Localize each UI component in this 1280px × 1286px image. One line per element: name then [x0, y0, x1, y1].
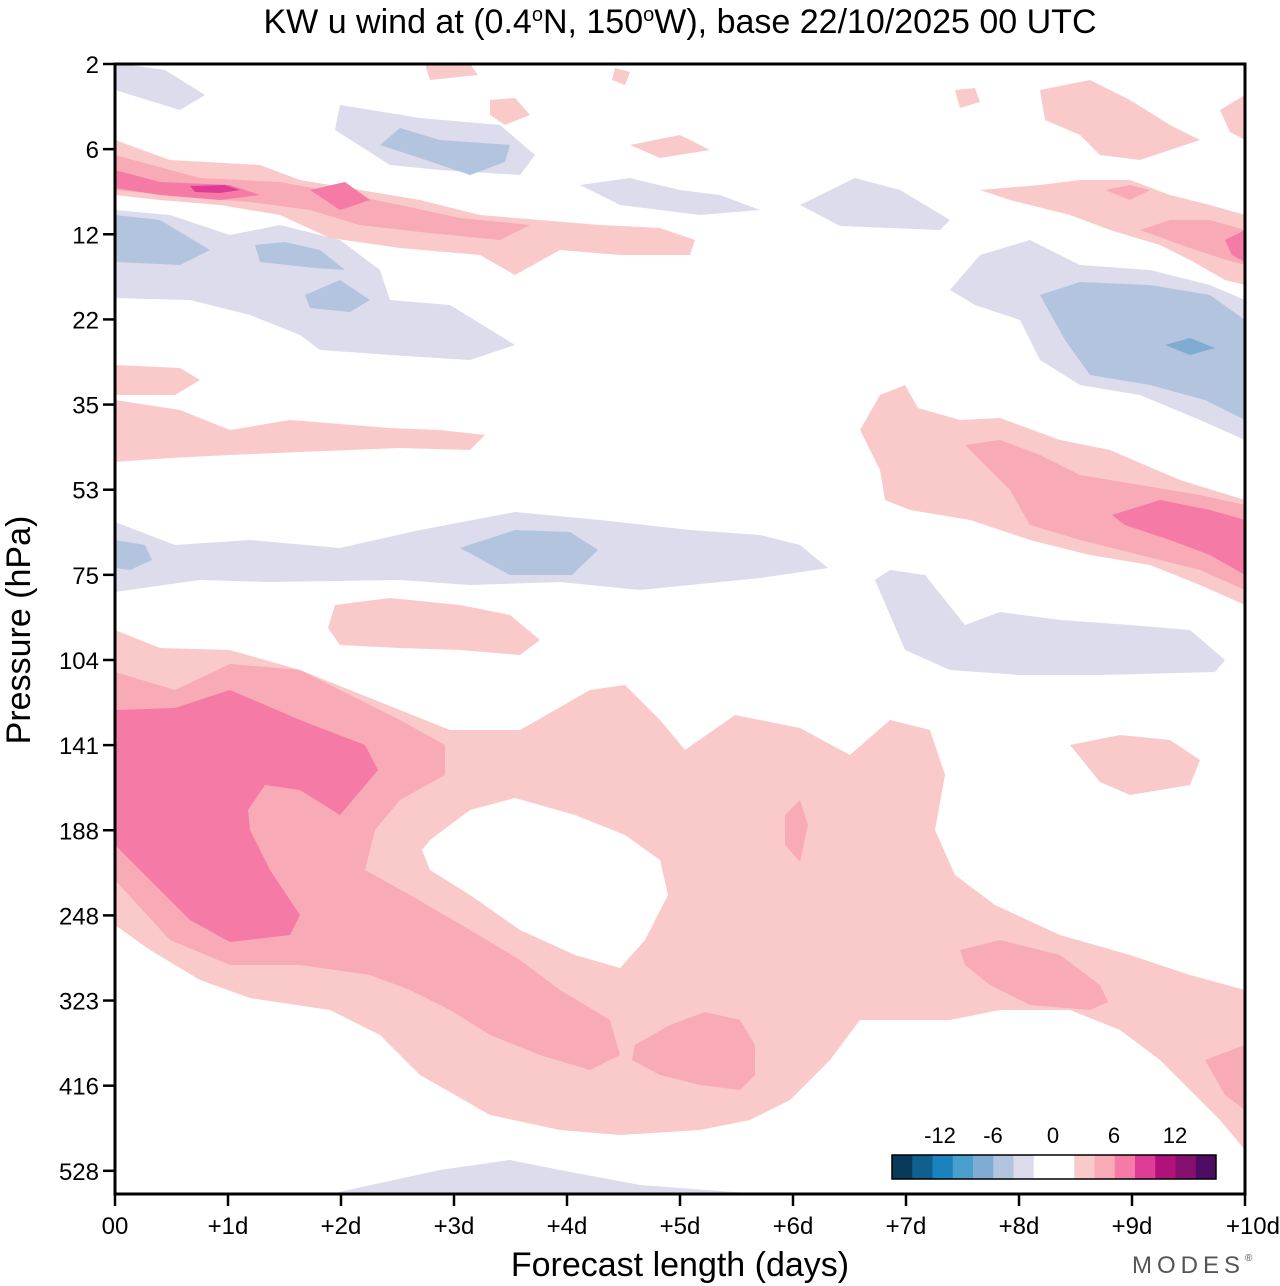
colorbar-swatch [1033, 1155, 1055, 1179]
x-tick-label: +9d [1112, 1213, 1153, 1240]
y-tick-label: 2 [86, 52, 99, 79]
colorbar-label: 12 [1163, 1123, 1187, 1148]
contour-pos-1 [490, 98, 530, 125]
colorbar-swatch [912, 1155, 933, 1179]
contour-pos-1 [1220, 95, 1245, 140]
y-tick-label: 416 [59, 1074, 99, 1101]
contour-pos-2 [1205, 1045, 1245, 1110]
colorbar-swatch [1094, 1155, 1116, 1179]
contour-neg-2 [380, 128, 510, 175]
colorbar-swatch [1114, 1155, 1136, 1179]
contour-neg-2 [305, 280, 370, 312]
y-tick-label: 35 [72, 393, 99, 420]
contour-pos-3 [1112, 500, 1245, 575]
contour-pos-2 [1105, 185, 1150, 200]
colorbar-label: -12 [924, 1123, 956, 1148]
contour-pos-1 [1070, 735, 1200, 795]
y-tick-label: 22 [72, 307, 99, 334]
colorbar-swatch [952, 1155, 974, 1179]
contour-pos-1 [425, 64, 478, 80]
y-tick-label: 75 [72, 563, 99, 590]
y-tick-label: 323 [59, 989, 99, 1016]
x-axis: 00 +1d +2d +3d +4d +5d +6d +7d +8d +9d +10d [102, 1194, 1280, 1240]
contour-pos-1 [328, 598, 540, 655]
colorbar-swatch [1175, 1155, 1197, 1179]
y-tick-label: 6 [86, 137, 99, 164]
x-tick-label: +2d [321, 1213, 362, 1240]
colorbar-swatch [1195, 1155, 1217, 1179]
colorbar-swatch [932, 1155, 954, 1179]
y-tick-label: 141 [59, 733, 99, 760]
contour-pos-1 [115, 365, 200, 395]
contour-neg-1 [800, 178, 950, 230]
y-axis-label: Pressure (hPa) [0, 516, 38, 745]
contour-neg-1 [115, 210, 515, 360]
colorbar-label: -6 [983, 1123, 1003, 1148]
contour-neg-2 [115, 215, 210, 265]
contour-neg-2 [115, 540, 152, 570]
contour-pos-1 [980, 180, 1245, 285]
colorbar-frame [891, 1154, 1217, 1180]
y-tick-label: 53 [72, 478, 99, 505]
y-tick-label: 12 [72, 222, 99, 249]
colorbar: -12 -6 0 6 12 [891, 1123, 1217, 1180]
colorbar-swatch [1013, 1155, 1035, 1179]
contour-neg-2 [255, 242, 345, 270]
contour-pos-1 [630, 135, 710, 158]
brand-logo: MODES® [1132, 1252, 1257, 1279]
x-tick-label: +8d [999, 1213, 1040, 1240]
colorbar-swatch [1054, 1155, 1075, 1179]
x-tick-label: +7d [886, 1213, 927, 1240]
contour-pos-3 [310, 182, 370, 210]
contour-pos-3 [115, 690, 378, 942]
contour-pos-1-hole [422, 798, 668, 968]
contour-pos-1 [1040, 80, 1200, 160]
x-tick-label: 00 [102, 1213, 129, 1240]
chart-title: KW u wind at (0.4oN, 150oW), base 22/10/… [263, 3, 1096, 41]
contour-neg-1 [115, 64, 205, 110]
contour-neg-2 [1040, 282, 1245, 420]
contour-pos-2 [960, 940, 1108, 1010]
x-tick-label: +5d [660, 1213, 701, 1240]
y-tick-label: 104 [59, 648, 99, 675]
contour-pos-3 [115, 170, 260, 200]
contour-pos-1 [115, 400, 485, 462]
y-tick-label: 528 [59, 1159, 99, 1186]
colorbar-swatch [973, 1155, 994, 1179]
y-axis: 2 6 12 22 35 53 75 104 141 188 248 323 416 528 [59, 52, 115, 1186]
y-tick-label: 188 [59, 818, 99, 845]
contour-pos-2 [965, 440, 1245, 590]
x-tick-label: +10d [1226, 1213, 1280, 1240]
x-tick-label: +4d [547, 1213, 588, 1240]
contour-pos-2 [1140, 220, 1245, 265]
contour-pos-4 [190, 185, 240, 193]
colorbar-swatch [993, 1155, 1014, 1179]
colorbar-label: 0 [1047, 1123, 1059, 1148]
x-tick-label: +6d [773, 1213, 814, 1240]
y-tick-label: 248 [59, 903, 99, 930]
contour-pos-2 [632, 1012, 755, 1090]
x-tick-label: +1d [208, 1213, 249, 1240]
contour-neg-1 [875, 570, 1225, 675]
colorbar-swatch [1135, 1155, 1156, 1179]
contour-neg-1 [330, 1160, 760, 1194]
contour-field [115, 64, 1245, 1194]
colorbar-swatch [1074, 1155, 1095, 1179]
colorbar-label: 6 [1108, 1123, 1120, 1148]
x-tick-label: +3d [434, 1213, 475, 1240]
colorbar-swatch [1155, 1155, 1176, 1179]
contour-neg-2 [460, 530, 598, 575]
colorbar-swatch [892, 1155, 913, 1179]
contour-pos-3 [1225, 230, 1245, 262]
contour-pos-2 [785, 800, 808, 862]
contour-pos-1 [612, 68, 630, 85]
contour-neg-1 [580, 178, 760, 215]
contour-neg-3 [1165, 338, 1215, 355]
x-axis-label: Forecast length (days) [511, 1246, 849, 1284]
contour-pos-1 [955, 88, 980, 108]
